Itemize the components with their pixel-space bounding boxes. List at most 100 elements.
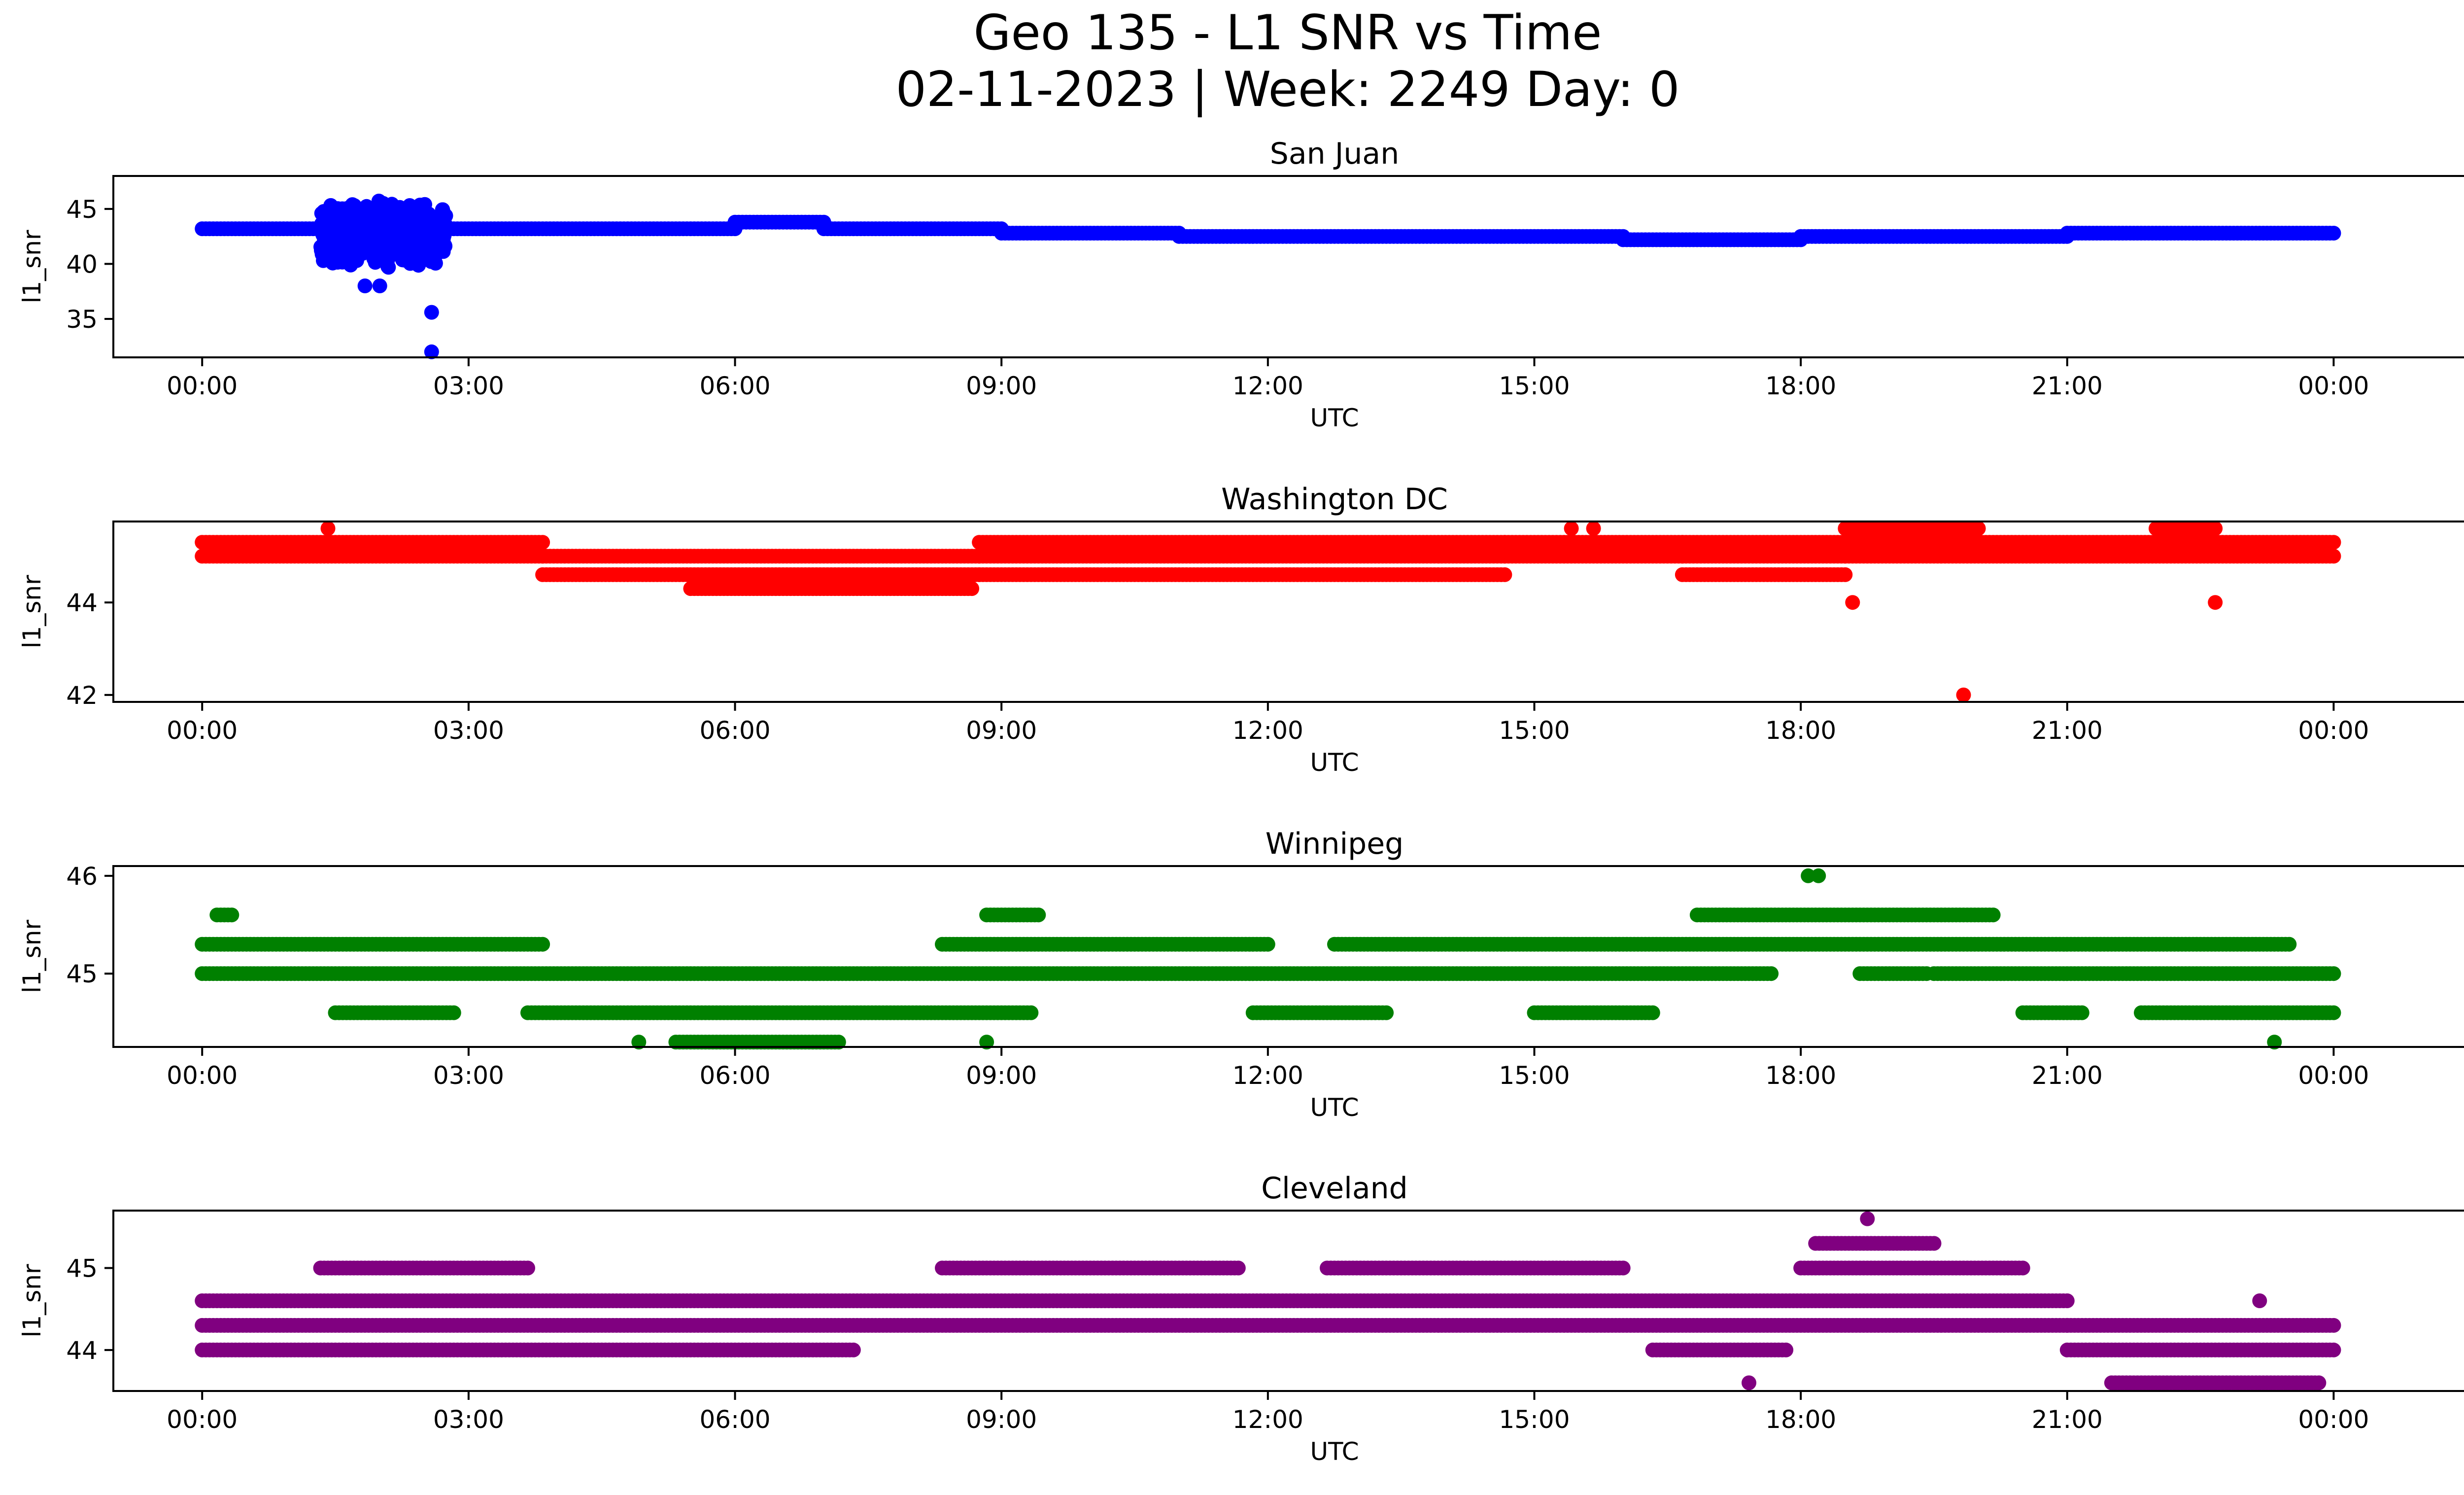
y-tick-label: 42: [66, 681, 98, 710]
x-tick-label: 06:00: [699, 1061, 770, 1090]
x-tick-label: 18:00: [1765, 716, 1836, 745]
x-axis-label: UTC: [1310, 404, 1359, 432]
x-tick-label: 09:00: [966, 716, 1037, 745]
subplot-title: San Juan: [1270, 137, 1399, 171]
data-point: [402, 250, 417, 266]
data-point: [1497, 567, 1512, 582]
data-point: [346, 198, 361, 213]
data-point: [964, 581, 980, 596]
y-tick-label: 35: [66, 305, 98, 334]
data-point: [535, 937, 550, 952]
data-points: [195, 193, 2341, 359]
x-tick-label: 12:00: [1232, 1061, 1303, 1090]
x-tick-label: 03:00: [433, 372, 504, 400]
figure-title-line1: Geo 135 - L1 SNR vs Time: [974, 5, 1602, 61]
plot-frame: [112, 175, 2464, 358]
data-point: [1024, 1005, 1039, 1020]
x-tick-label: 00:00: [167, 716, 238, 745]
data-point: [380, 241, 396, 256]
data-point: [353, 225, 368, 241]
y-axis-label: l1_snr: [18, 920, 46, 993]
x-tick-label: 00:00: [167, 372, 238, 400]
data-point: [1956, 687, 1971, 702]
y-axis-label: l1_snr: [18, 575, 46, 648]
x-tick-label: 09:00: [966, 1061, 1037, 1090]
y-tick-label: 46: [66, 862, 98, 891]
data-point: [1971, 521, 1986, 536]
data-point: [379, 254, 395, 270]
data-point: [1260, 937, 1275, 952]
data-point: [2282, 937, 2297, 952]
data-point: [1645, 1005, 1660, 1020]
subplot-2: Washington DC 00:00 03:00 06:00 09:00 12:00 15…: [18, 482, 2464, 777]
data-point: [535, 535, 550, 550]
data-point: [424, 344, 439, 359]
data-point: [1586, 521, 1601, 536]
data-point: [2208, 595, 2223, 610]
data-point: [2326, 226, 2341, 241]
data-point: [2208, 521, 2223, 536]
data-point: [363, 209, 378, 225]
y-tick-label: 45: [66, 195, 98, 224]
y-axis-label: l1_snr: [18, 230, 46, 303]
y-axis: 35 40 45 l1_snr: [18, 195, 113, 334]
x-axis-label: UTC: [1310, 1093, 1359, 1122]
data-point: [371, 193, 386, 209]
data-point: [1811, 868, 1826, 883]
x-axis: 00:00 03:00 06:00 09:00 12:00 15:00 18:00 21:00…: [167, 357, 2369, 432]
data-point: [1845, 595, 1860, 610]
data-point: [411, 218, 427, 233]
x-tick-label: 21:00: [2032, 716, 2103, 745]
data-point: [383, 201, 398, 216]
subplot-title: Winnipeg: [1266, 827, 1404, 861]
data-point: [224, 907, 240, 923]
x-tick-label: 21:00: [2032, 372, 2103, 400]
data-point: [2326, 966, 2341, 981]
data-point: [446, 1005, 461, 1020]
x-tick-label: 12:00: [1232, 716, 1303, 745]
x-tick-label: 00:00: [2298, 716, 2369, 745]
data-point: [1764, 966, 1779, 981]
x-tick-label: 03:00: [433, 1061, 504, 1090]
x-tick-label: 18:00: [1765, 372, 1836, 400]
x-tick-label: 15:00: [1499, 1061, 1570, 1090]
x-tick-label: 15:00: [1499, 716, 1570, 745]
data-point: [418, 232, 434, 247]
data-point: [423, 217, 439, 232]
data-point: [342, 210, 357, 226]
data-point: [2326, 535, 2341, 550]
data-point: [357, 278, 373, 293]
x-tick-label: 06:00: [699, 372, 770, 400]
x-tick-label: 03:00: [433, 716, 504, 745]
data-point: [424, 305, 439, 320]
data-point: [390, 231, 405, 246]
data-point: [2074, 1005, 2089, 1020]
data-point: [1564, 521, 1579, 536]
subplot-title: Washington DC: [1221, 482, 1448, 517]
y-tick-label: 44: [66, 589, 98, 617]
data-points: [195, 521, 2341, 702]
figure-title-line2: 02-11-2023 | Week: 2249 Day: 0: [896, 62, 1680, 118]
x-tick-label: 00:00: [2298, 1061, 2369, 1090]
x-tick-label: 06:00: [699, 716, 770, 745]
x-tick-label: 12:00: [1232, 372, 1303, 400]
data-point: [1379, 1005, 1394, 1020]
y-tick-label: 45: [66, 960, 98, 988]
x-axis-label: UTC: [1310, 748, 1359, 777]
y-tick-label: 40: [66, 250, 98, 278]
x-tick-label: 00:00: [167, 1061, 238, 1090]
subplot-panels: San Juan 00:00 03:00 06:00 09:00 12:00 15:00 18…: [18, 137, 2464, 1466]
x-tick-label: 09:00: [966, 372, 1037, 400]
x-tick-label: 00:00: [2298, 372, 2369, 400]
data-point: [1031, 907, 1046, 923]
data-point: [316, 228, 331, 243]
data-point: [1985, 907, 2001, 923]
data-point: [1838, 567, 1853, 582]
data-point: [2326, 1005, 2341, 1020]
data-point: [320, 521, 336, 536]
data-point: [372, 278, 387, 293]
data-point: [2326, 549, 2341, 564]
subplot-title: Cleveland: [1261, 1171, 1407, 1206]
